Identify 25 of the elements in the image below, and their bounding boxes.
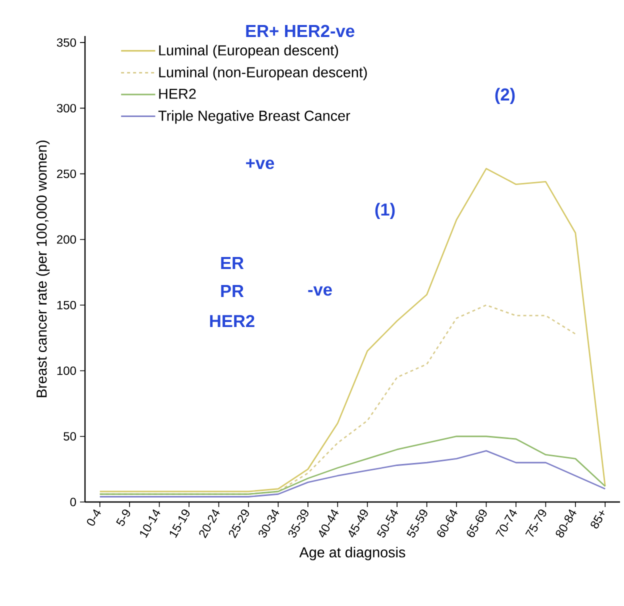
y-axis-title: Breast cancer rate (per 100,000 women) bbox=[36, 140, 50, 398]
y-tick-label: 150 bbox=[57, 300, 76, 310]
y-tick-label: 50 bbox=[64, 432, 76, 441]
legend-label: Luminal (non-European descent) bbox=[159, 66, 367, 80]
annotation: (1) bbox=[375, 202, 395, 220]
y-tick-label: 100 bbox=[57, 366, 76, 375]
annotation: PR bbox=[221, 285, 244, 297]
y-tick-label: 350 bbox=[56, 38, 76, 47]
annotation: HER2 bbox=[210, 314, 254, 328]
annotation: ER+ HER2-ve bbox=[246, 24, 354, 38]
x-tick-label: 0-4 bbox=[87, 509, 101, 526]
y-tick-label: 0 bbox=[70, 498, 76, 506]
annotation: -ve bbox=[308, 286, 332, 296]
x-axis-title: Age at diagnosis bbox=[299, 546, 406, 560]
y-tick-label: 200 bbox=[57, 235, 76, 244]
y-tick-label: 300 bbox=[56, 104, 76, 112]
y-tick-label: 250 bbox=[57, 170, 76, 178]
legend-label: Triple Negative Breast Cancer bbox=[158, 110, 350, 124]
annotation: (2) bbox=[495, 88, 515, 104]
x-tick-label: 5-9 bbox=[116, 510, 130, 526]
annotation: ER bbox=[221, 257, 244, 269]
legend-label: HER2 bbox=[159, 88, 196, 99]
legend-label: Luminal (European descent) bbox=[159, 44, 338, 58]
x-tick-label: 85+ bbox=[590, 510, 604, 529]
annotation: +ve bbox=[246, 158, 274, 170]
